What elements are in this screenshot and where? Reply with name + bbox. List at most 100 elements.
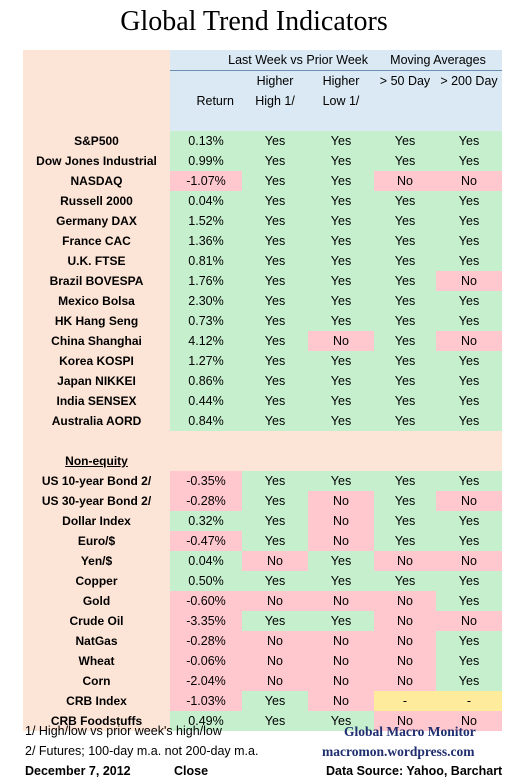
- return-cell: 0.04%: [170, 191, 242, 211]
- above-200day-cell: No: [436, 271, 502, 291]
- above-200day-cell: Yes: [436, 651, 502, 671]
- above-50day-cell: -: [374, 691, 436, 711]
- above-50day-cell: No: [374, 591, 436, 611]
- higher-low-cell: No: [308, 651, 374, 671]
- table-row: Japan NIKKEI 0.86% Yes Yes Yes Yes: [23, 371, 502, 391]
- higher-high-cell: No: [242, 651, 308, 671]
- table-row: US 30-year Bond 2/-0.28% Yes No Yes No: [23, 491, 502, 511]
- table-row: S&P500 0.13% Yes Yes Yes Yes: [23, 131, 502, 151]
- header-return: Return: [170, 91, 242, 111]
- higher-high-cell: Yes: [242, 531, 308, 551]
- table-row: Crude Oil -3.35% Yes Yes No No: [23, 611, 502, 631]
- above-200day-cell: No: [436, 551, 502, 571]
- return-cell: -3.35%: [170, 611, 242, 631]
- higher-low-cell: Yes: [308, 211, 374, 231]
- table-row: China Shanghai 4.12% Yes No Yes No: [23, 331, 502, 351]
- row-label: Yen/$: [23, 551, 170, 571]
- higher-high-cell: Yes: [242, 511, 308, 531]
- higher-low-cell: No: [308, 631, 374, 651]
- return-cell: 2.30%: [170, 291, 242, 311]
- table-row: Korea KOSPI 1.27% Yes Yes Yes Yes: [23, 351, 502, 371]
- higher-low-cell: Yes: [308, 411, 374, 431]
- return-cell: 0.86%: [170, 371, 242, 391]
- above-50day-cell: Yes: [374, 411, 436, 431]
- above-200day-cell: Yes: [436, 631, 502, 651]
- higher-low-cell: Yes: [308, 291, 374, 311]
- brand-name: Global Macro Monitor: [344, 724, 476, 739]
- above-50day-cell: Yes: [374, 331, 436, 351]
- table-row: NatGas -0.28% No No No Yes: [23, 631, 502, 651]
- return-cell: -0.28%: [170, 491, 242, 511]
- above-200day-cell: No: [436, 331, 502, 351]
- return-cell: 0.50%: [170, 571, 242, 591]
- higher-low-cell: Yes: [308, 131, 374, 151]
- above-200day-cell: Yes: [436, 151, 502, 171]
- table-row: U.K. FTSE 0.81% Yes Yes Yes Yes: [23, 251, 502, 271]
- row-label: Korea KOSPI: [23, 351, 170, 371]
- above-50day-cell: Yes: [374, 571, 436, 591]
- above-50day-cell: Yes: [374, 211, 436, 231]
- close-label: Close: [174, 764, 209, 778]
- above-200day-cell: Yes: [436, 211, 502, 231]
- higher-low-cell: Yes: [308, 271, 374, 291]
- return-cell: 1.76%: [170, 271, 242, 291]
- above-50day-cell: Yes: [374, 131, 436, 151]
- higher-high-cell: Yes: [242, 471, 308, 491]
- return-cell: 0.73%: [170, 311, 242, 331]
- above-50day-cell: No: [374, 671, 436, 691]
- header-moving-averages: Moving Averages: [374, 50, 502, 71]
- row-label: US 10-year Bond 2/: [23, 471, 170, 491]
- higher-low-cell: Yes: [308, 571, 374, 591]
- header-higher-low-bottom: Low 1/: [308, 91, 374, 111]
- above-50day-cell: Yes: [374, 251, 436, 271]
- table-row: Mexico Bolsa 2.30% Yes Yes Yes Yes: [23, 291, 502, 311]
- row-label: France CAC: [23, 231, 170, 251]
- table-row: Yen/$ 0.04% No Yes No No: [23, 551, 502, 571]
- table-row: US 10-year Bond 2/-0.35% Yes Yes Yes Yes: [23, 471, 502, 491]
- above-200day-cell: Yes: [436, 371, 502, 391]
- row-label: Japan NIKKEI: [23, 371, 170, 391]
- above-50day-cell: No: [374, 171, 436, 191]
- row-label: China Shanghai: [23, 331, 170, 351]
- row-label: Brazil BOVESPA: [23, 271, 170, 291]
- row-label: HK Hang Seng: [23, 311, 170, 331]
- higher-high-cell: Yes: [242, 351, 308, 371]
- higher-low-cell: Yes: [308, 311, 374, 331]
- return-cell: 0.32%: [170, 511, 242, 531]
- higher-high-cell: Yes: [242, 151, 308, 171]
- above-200day-cell: Yes: [436, 671, 502, 691]
- above-200day-cell: No: [436, 171, 502, 191]
- higher-low-cell: Yes: [308, 371, 374, 391]
- higher-high-cell: Yes: [242, 411, 308, 431]
- higher-low-cell: Yes: [308, 611, 374, 631]
- above-200day-cell: Yes: [436, 531, 502, 551]
- above-50day-cell: Yes: [374, 511, 436, 531]
- higher-high-cell: Yes: [242, 571, 308, 591]
- higher-low-cell: Yes: [308, 351, 374, 371]
- header-higher-high-top: Higher: [242, 70, 308, 91]
- higher-low-cell: Yes: [308, 391, 374, 411]
- higher-low-cell: No: [308, 671, 374, 691]
- higher-low-cell: No: [308, 531, 374, 551]
- higher-low-cell: Yes: [308, 711, 374, 731]
- return-cell: 1.27%: [170, 351, 242, 371]
- row-label: India SENSEX: [23, 391, 170, 411]
- higher-low-cell: Yes: [308, 471, 374, 491]
- higher-high-cell: Yes: [242, 211, 308, 231]
- higher-low-cell: No: [308, 511, 374, 531]
- higher-high-cell: No: [242, 551, 308, 571]
- above-50day-cell: Yes: [374, 311, 436, 331]
- return-cell: 0.84%: [170, 411, 242, 431]
- return-cell: -0.06%: [170, 651, 242, 671]
- above-50day-cell: Yes: [374, 271, 436, 291]
- footnote-2: 2/ Futures; 100-day m.a. not 200-day m.a…: [25, 744, 259, 758]
- row-label: Gold: [23, 591, 170, 611]
- row-label: NatGas: [23, 631, 170, 651]
- higher-high-cell: Yes: [242, 291, 308, 311]
- higher-low-cell: No: [308, 591, 374, 611]
- above-50day-cell: Yes: [374, 291, 436, 311]
- row-label: US 30-year Bond 2/: [23, 491, 170, 511]
- higher-high-cell: Yes: [242, 311, 308, 331]
- return-cell: 4.12%: [170, 331, 242, 351]
- header-higher-low-top: Higher: [308, 70, 374, 91]
